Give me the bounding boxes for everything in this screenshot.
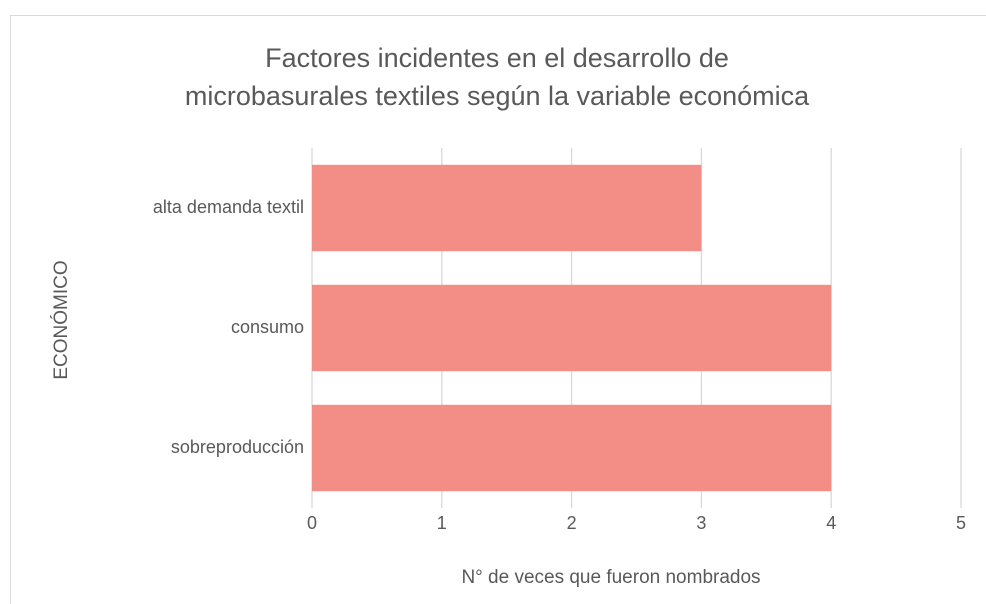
x-tick-label: 1 (437, 513, 447, 533)
x-tick-label: 4 (826, 513, 836, 533)
y-axis-title: ECONÓMICO (50, 260, 72, 379)
bar (312, 284, 832, 372)
chart-title: Factores incidentes en el desarrollo de (265, 43, 729, 73)
x-tick-label: 3 (696, 513, 706, 533)
y-tick-label: alta demanda textil (153, 197, 304, 217)
y-tick-label: sobreproducción (171, 437, 304, 457)
chart-title: microbasurales textiles según la variabl… (185, 81, 810, 111)
bar (312, 404, 832, 492)
x-tick-label: 2 (567, 513, 577, 533)
bar (312, 164, 702, 252)
x-axis-title: N° de veces que fueron nombrados (461, 567, 760, 588)
y-tick-label: consumo (231, 317, 304, 337)
x-tick-label: 5 (956, 513, 966, 533)
x-tick-label: 0 (307, 513, 317, 533)
